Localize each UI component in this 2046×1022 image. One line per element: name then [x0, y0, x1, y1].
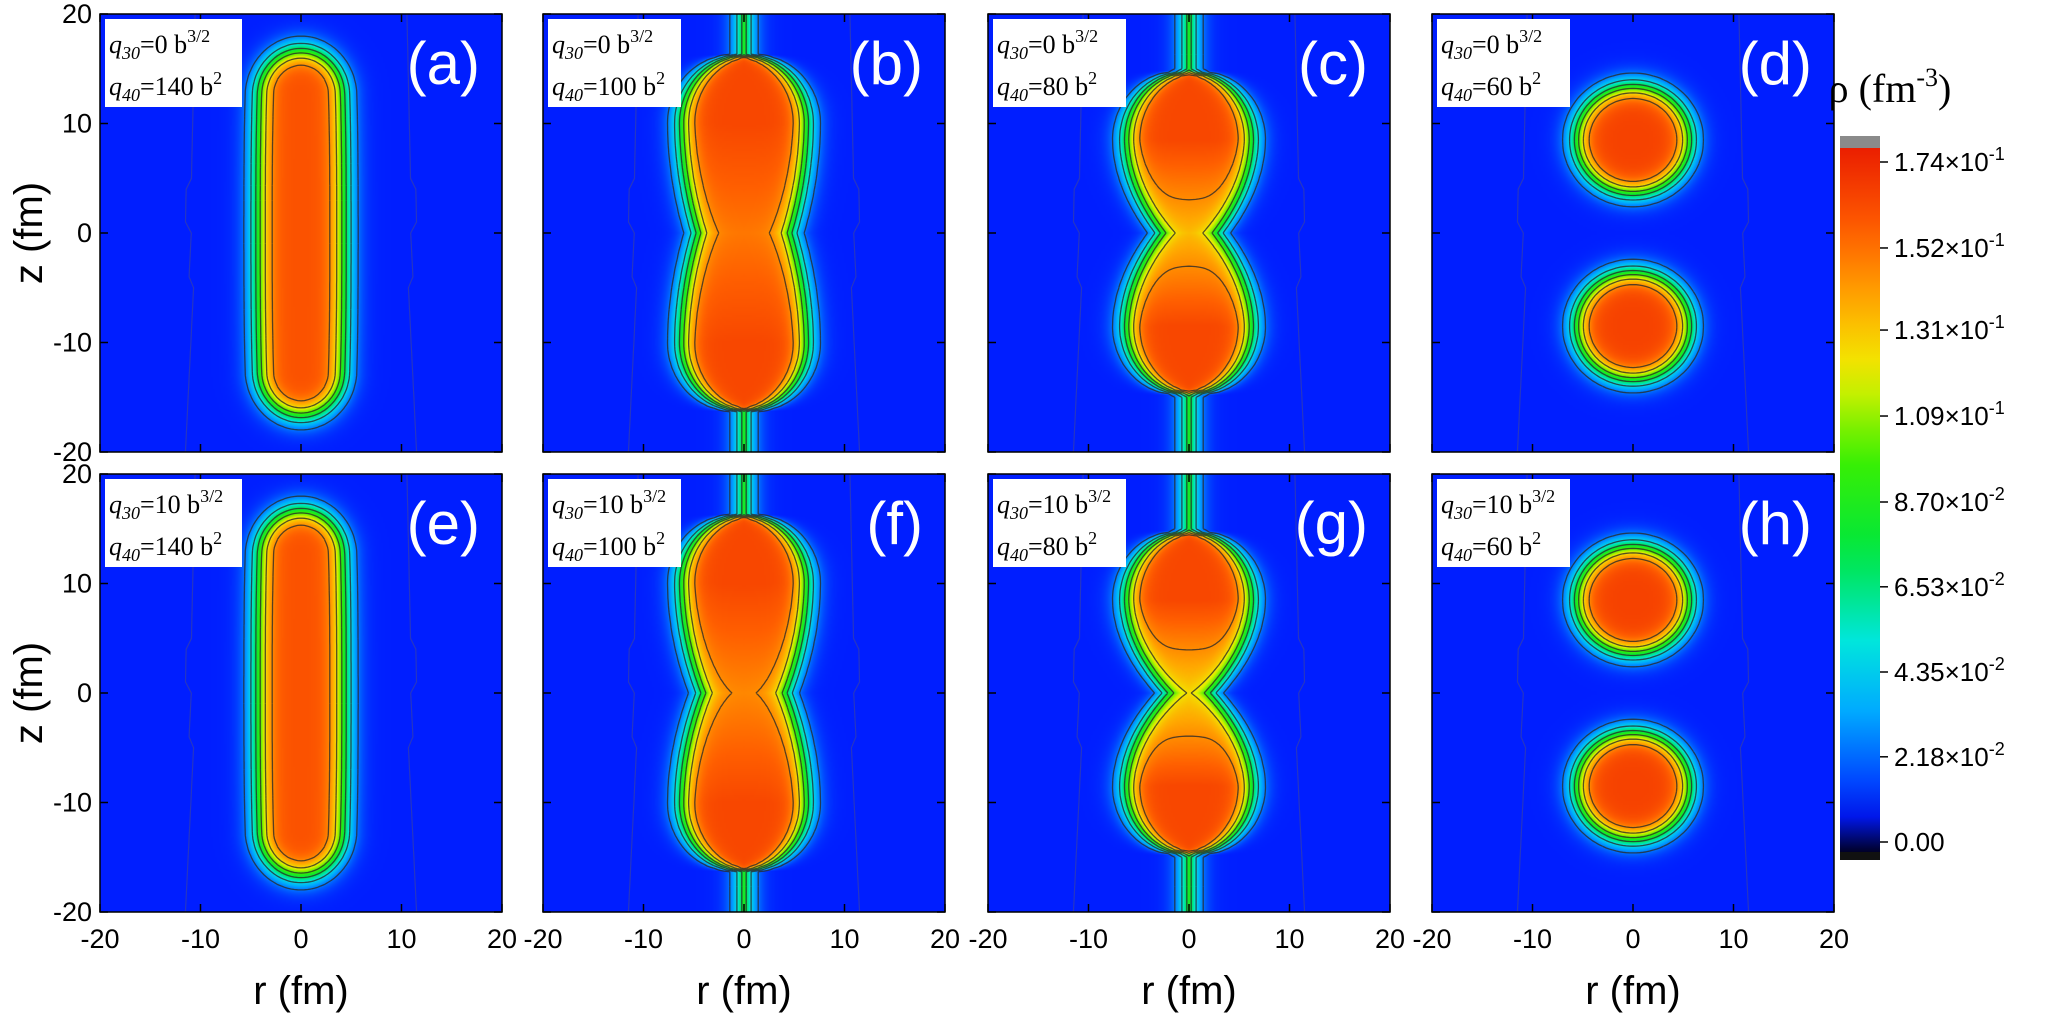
- param-q40-b: q40=100 b2: [552, 68, 665, 105]
- panel-letter-e: (e): [407, 490, 480, 557]
- param-q30-d: q30=0 b3/2: [1441, 26, 1542, 63]
- param-q40-f: q40=100 b2: [552, 528, 665, 565]
- param-q40-e: q40=140 b2: [109, 528, 222, 565]
- colorbar-gradient: [1840, 148, 1880, 852]
- param-box-c: [993, 19, 1126, 107]
- contours-a: [243, 35, 359, 431]
- colorbar-tick-label: 1.52×10-1: [1894, 230, 2005, 263]
- x-tick-label: 20: [1375, 924, 1405, 954]
- x-tick-label: 20: [930, 924, 960, 954]
- colorbar-underflow: [1840, 852, 1880, 860]
- param-q40-h: q40=60 b2: [1441, 528, 1541, 565]
- y-tick-label: -20: [53, 437, 92, 467]
- panel-letter-h: (h): [1739, 490, 1812, 557]
- colorbar-tick-label: 0.00: [1894, 827, 1945, 857]
- param-q30-f: q30=10 b3/2: [552, 486, 666, 523]
- y-tick-label: 0: [77, 218, 92, 248]
- panel-letter-a: (a): [407, 30, 480, 97]
- panel-h: (h) q30=10 b3/2 q40=60 b2 -20 -10 0 10 20 r (fm): [1412, 473, 1849, 1013]
- y-tick-label: -10: [53, 788, 92, 818]
- y-tick-label: 20: [62, 459, 92, 489]
- panel-f: (f) q30=10 b3/2 q40=100 b2 -20 -10 0 10 20 r (fm…: [523, 473, 960, 1013]
- contours-h: [1561, 532, 1705, 854]
- x-tick-label: 10: [829, 924, 859, 954]
- x-axis-title: r (fm): [696, 969, 792, 1013]
- param-q30-a: q30=0 b3/2: [109, 26, 210, 63]
- param-q40-c: q40=80 b2: [997, 68, 1097, 105]
- colorbar-tick-label: 2.18×10-2: [1894, 739, 2005, 772]
- param-q40-a: q40=140 b2: [109, 68, 222, 105]
- param-q30-c: q30=0 b3/2: [997, 26, 1098, 63]
- y-axis-title: z (fm): [7, 182, 51, 284]
- x-tick-label: -10: [1513, 924, 1552, 954]
- panel-c: (c) q30=0 b3/2 q40=80 b2: [987, 13, 1391, 453]
- param-box-h: [1437, 479, 1570, 567]
- param-q30-h: q30=10 b3/2: [1441, 486, 1555, 523]
- colorbar-tick-label: 8.70×10-2: [1894, 484, 2005, 517]
- panels-group: (a) q30=0 b3/2 q40=140 b2 20 10 0 -10 -20 z (fm)…: [7, 0, 1849, 1013]
- x-tick-label: 10: [1718, 924, 1748, 954]
- x-axis-title: r (fm): [1585, 969, 1681, 1013]
- x-tick-label: 0: [1625, 924, 1640, 954]
- y-tick-label: 10: [62, 109, 92, 139]
- x-tick-label: 0: [1181, 924, 1196, 954]
- x-axis-title: r (fm): [1141, 969, 1237, 1013]
- param-box-b: [548, 19, 681, 107]
- param-q30-g: q30=10 b3/2: [997, 486, 1111, 523]
- x-tick-label: -20: [523, 924, 562, 954]
- panel-e: (e) q30=10 b3/2 q40=140 b2 20 10 0 -10 -20 z (fm…: [7, 459, 517, 1013]
- panel-g: (g) q30=10 b3/2 q40=80 b2 -20 -10 0 10 20 r (fm): [968, 473, 1405, 1013]
- x-tick-label: 10: [1274, 924, 1304, 954]
- contours-d: [1561, 72, 1705, 394]
- panel-a: (a) q30=0 b3/2 q40=140 b2 20 10 0 -10 -20 z (fm): [7, 0, 503, 467]
- contours-e: [243, 495, 359, 891]
- panel-letter-g: (g): [1295, 490, 1368, 557]
- x-tick-label: -10: [624, 924, 663, 954]
- colorbar-tick-label: 1.09×10-1: [1894, 398, 2005, 431]
- x-tick-label: -20: [80, 924, 119, 954]
- param-q40-g: q40=80 b2: [997, 528, 1097, 565]
- panel-letter-b: (b): [850, 30, 923, 97]
- x-axis-title: r (fm): [253, 969, 349, 1013]
- panel-letter-d: (d): [1739, 30, 1812, 97]
- y-tick-label: 10: [62, 569, 92, 599]
- param-q30-b: q30=0 b3/2: [552, 26, 653, 63]
- panel-d: (d) q30=0 b3/2 q40=60 b2: [1431, 13, 1835, 453]
- x-tick-label: -20: [1412, 924, 1451, 954]
- param-box-f: [548, 479, 681, 567]
- x-tick-label: -20: [968, 924, 1007, 954]
- colorbar-tick-label: 4.35×10-2: [1894, 654, 2005, 687]
- x-tick-label: -10: [181, 924, 220, 954]
- panel-b: (b) q30=0 b3/2 q40=100 b2: [542, 13, 946, 453]
- y-tick-label: -10: [53, 328, 92, 358]
- param-q40-d: q40=60 b2: [1441, 68, 1541, 105]
- colorbar-title: ρ (fm-3): [1829, 63, 1952, 111]
- colorbar-tick-label: 1.74×10-1: [1894, 144, 2005, 177]
- param-q30-e: q30=10 b3/2: [109, 486, 223, 523]
- y-axis-title: z (fm): [7, 642, 51, 744]
- param-box-d: [1437, 19, 1570, 107]
- contours-g: [1111, 474, 1267, 912]
- param-box-a: [105, 19, 242, 107]
- y-tick-label: 20: [62, 0, 92, 29]
- colorbar-tick-label: 6.53×10-2: [1894, 569, 2005, 602]
- contours-b: [666, 14, 822, 452]
- y-tick-label: 0: [77, 678, 92, 708]
- x-tick-label: 10: [386, 924, 416, 954]
- panel-letter-f: (f): [866, 490, 923, 557]
- y-tick-label: -20: [53, 897, 92, 927]
- param-box-e: [105, 479, 242, 567]
- x-tick-label: 0: [293, 924, 308, 954]
- param-box-g: [993, 479, 1126, 567]
- x-tick-label: 20: [487, 924, 517, 954]
- colorbar: 1.74×10-1 1.52×10-1 1.31×10-1 1.09×10-1 8.70…: [1829, 63, 2005, 860]
- x-tick-label: 0: [736, 924, 751, 954]
- colorbar-tick-label: 1.31×10-1: [1894, 312, 2005, 345]
- contours-c: [1111, 14, 1267, 452]
- panel-letter-c: (c): [1298, 30, 1368, 97]
- x-tick-label: 20: [1819, 924, 1849, 954]
- x-tick-label: -10: [1069, 924, 1108, 954]
- colorbar-overflow: [1840, 136, 1880, 148]
